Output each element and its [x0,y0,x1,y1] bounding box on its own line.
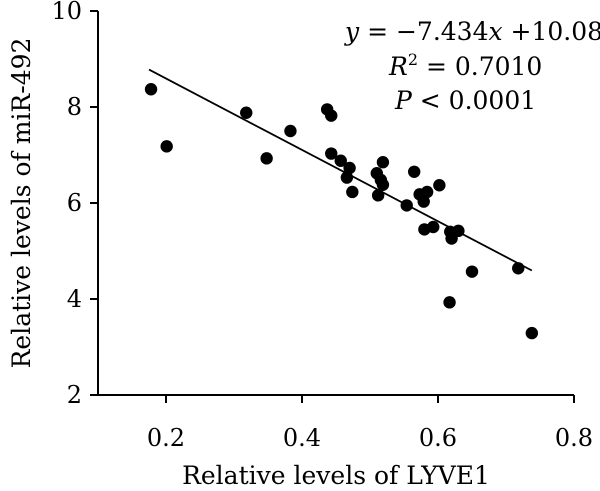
regression-equation: y = −7.434x +10.08 [344,17,600,46]
p-value-text: < 0.0001 [412,86,536,115]
y-tick-label: 10 [51,0,82,25]
data-point [376,178,390,191]
data-point [340,171,354,184]
x-tick-label: 0.4 [283,424,321,452]
r-squared-value: = 0.7010 [418,52,542,81]
data-point [452,224,465,238]
r-symbol: R [388,52,408,81]
data-point [408,165,421,178]
tick-labels: 0.2 0.4 0.6 0.8 2 4 6 8 10 [51,0,593,452]
data-point [371,189,385,202]
data-point [325,109,338,122]
data-point [284,124,297,138]
data-point [144,83,158,96]
data-point [260,152,273,165]
y-tick-label: 4 [67,285,82,313]
data-point [346,185,359,199]
x-tick-label: 0.8 [555,424,593,452]
y-tick-label: 2 [67,381,82,409]
data-points [144,83,539,340]
y-tick-label: 8 [67,93,82,121]
data-point [420,185,434,199]
data-point [525,326,539,340]
eq-intercept: +10.08 [503,17,600,46]
eq-slope: = −7.434 [359,17,488,46]
data-point [376,156,390,169]
data-point [400,199,413,212]
data-point [433,179,446,192]
data-point [512,262,525,275]
x-axis-title: Relative levels of LYVE1 [182,461,490,490]
ticks [90,10,575,403]
data-point [465,265,479,278]
p-value: P < 0.0001 [394,86,536,115]
r-squared: R2 = 0.7010 [388,50,542,81]
y-axis-title: Relative levels of miR-492 [7,38,36,369]
data-point [160,140,173,153]
data-point [240,106,253,119]
data-point [427,220,440,234]
y-tick-label: 6 [67,189,82,217]
x-tick-label: 0.2 [147,424,185,452]
data-point [417,195,430,208]
eq-y-symbol: y [344,17,360,46]
p-symbol: P [394,86,413,115]
data-point [325,147,338,160]
data-point [343,161,356,175]
data-point [334,154,347,167]
x-tick-label: 0.6 [419,424,457,452]
eq-x-symbol: x [488,17,502,46]
data-point [443,296,456,309]
r-superscript: 2 [408,50,418,69]
regression-line [148,68,533,272]
